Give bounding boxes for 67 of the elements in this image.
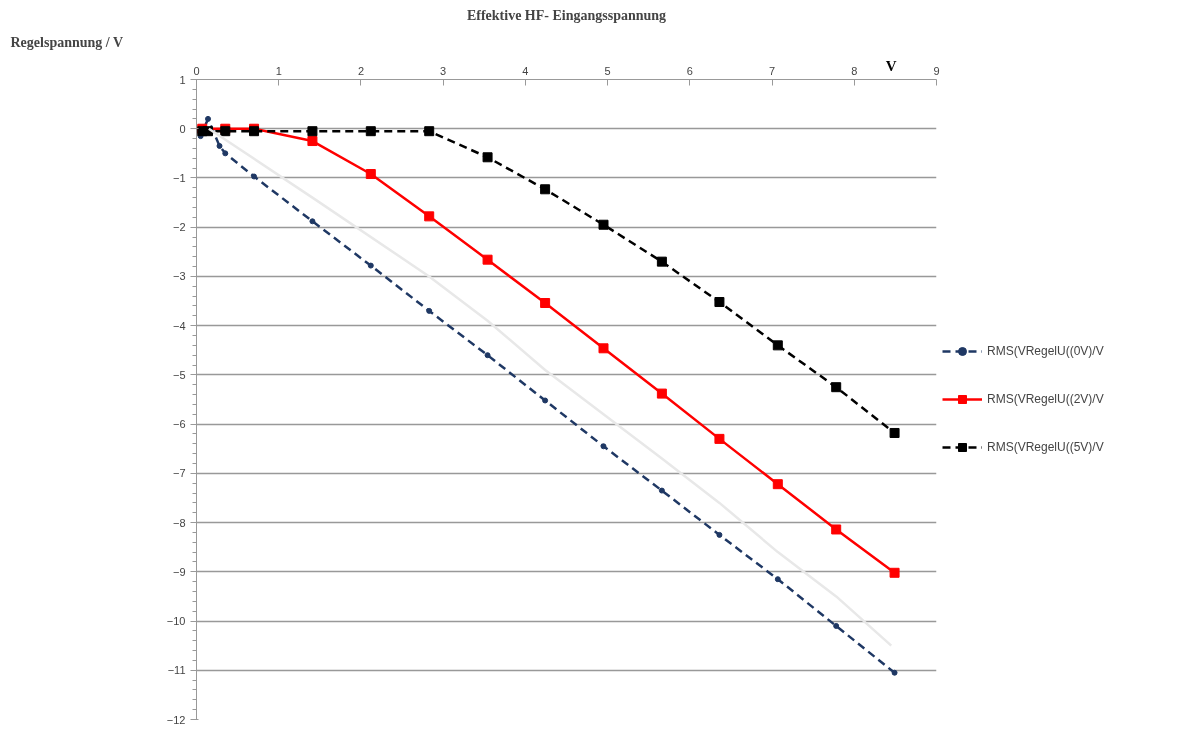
x-tick-label: 6	[686, 64, 693, 77]
point	[774, 576, 781, 583]
y-tick-label: −6	[172, 418, 186, 431]
point	[833, 622, 840, 629]
point	[540, 298, 551, 309]
x-tick-label: 5	[604, 64, 611, 77]
y-tick-label: −1	[172, 171, 186, 184]
y-tick-label: −8	[172, 516, 186, 529]
y-tick-label: −10	[166, 615, 186, 628]
y-tick-label: −9	[172, 565, 186, 578]
point	[542, 397, 549, 404]
y-axis-title: Regelspannung / V	[10, 34, 124, 50]
y-tick-label: −5	[172, 368, 186, 381]
point	[714, 297, 725, 308]
point	[540, 184, 551, 195]
x-tick-label: 7	[769, 64, 776, 77]
y-tick-label: 1	[179, 73, 186, 86]
point	[307, 136, 318, 147]
point	[598, 219, 609, 230]
legend-label: RMS(VRegelU((5V)/V	[987, 440, 1104, 454]
point	[484, 352, 491, 359]
point	[424, 126, 435, 137]
point	[891, 669, 898, 676]
point	[482, 254, 493, 265]
point	[656, 256, 667, 267]
point	[889, 567, 900, 578]
point	[367, 262, 374, 269]
point	[222, 150, 229, 157]
y-tick-label: −11	[167, 664, 186, 677]
x-tick-label: 0	[193, 64, 200, 77]
point	[251, 173, 258, 180]
point	[831, 382, 842, 393]
legend-label: RMS(VRegelU((0V)/V	[987, 344, 1104, 358]
legend-label: RMS(VRegelU((2V)/V	[987, 392, 1104, 406]
point	[714, 433, 725, 444]
x-tick-label: 3	[440, 64, 447, 77]
x-tick-label: 2	[357, 64, 365, 77]
point	[482, 152, 493, 163]
point	[831, 524, 842, 535]
x-tick-label: 4	[522, 64, 529, 77]
point	[205, 115, 212, 122]
x-tick-label: 9	[933, 64, 940, 77]
point	[656, 388, 667, 399]
point	[424, 211, 435, 222]
point	[365, 169, 376, 180]
point	[716, 531, 723, 538]
y-tick-label: −4	[172, 319, 186, 332]
point	[772, 340, 783, 351]
point	[309, 218, 316, 225]
point	[365, 126, 376, 137]
y-tick-label: 0	[179, 122, 186, 135]
y-tick-label: −7	[172, 467, 186, 480]
y-tick-label: −3	[172, 270, 186, 283]
point	[889, 427, 900, 438]
point	[772, 479, 783, 490]
chart-title: Effektive HF- Eingangsspannung	[466, 7, 667, 23]
y-tick-label: −12	[166, 713, 186, 726]
point	[658, 487, 665, 494]
point	[307, 126, 318, 137]
y-tick-label: −2	[172, 221, 186, 234]
point	[216, 142, 223, 149]
x-tick-label: 1	[275, 64, 282, 77]
x-tick-label: 8	[851, 64, 858, 77]
point	[426, 307, 433, 314]
point	[598, 343, 609, 354]
point	[600, 443, 607, 450]
x-axis-title: V	[885, 57, 897, 74]
